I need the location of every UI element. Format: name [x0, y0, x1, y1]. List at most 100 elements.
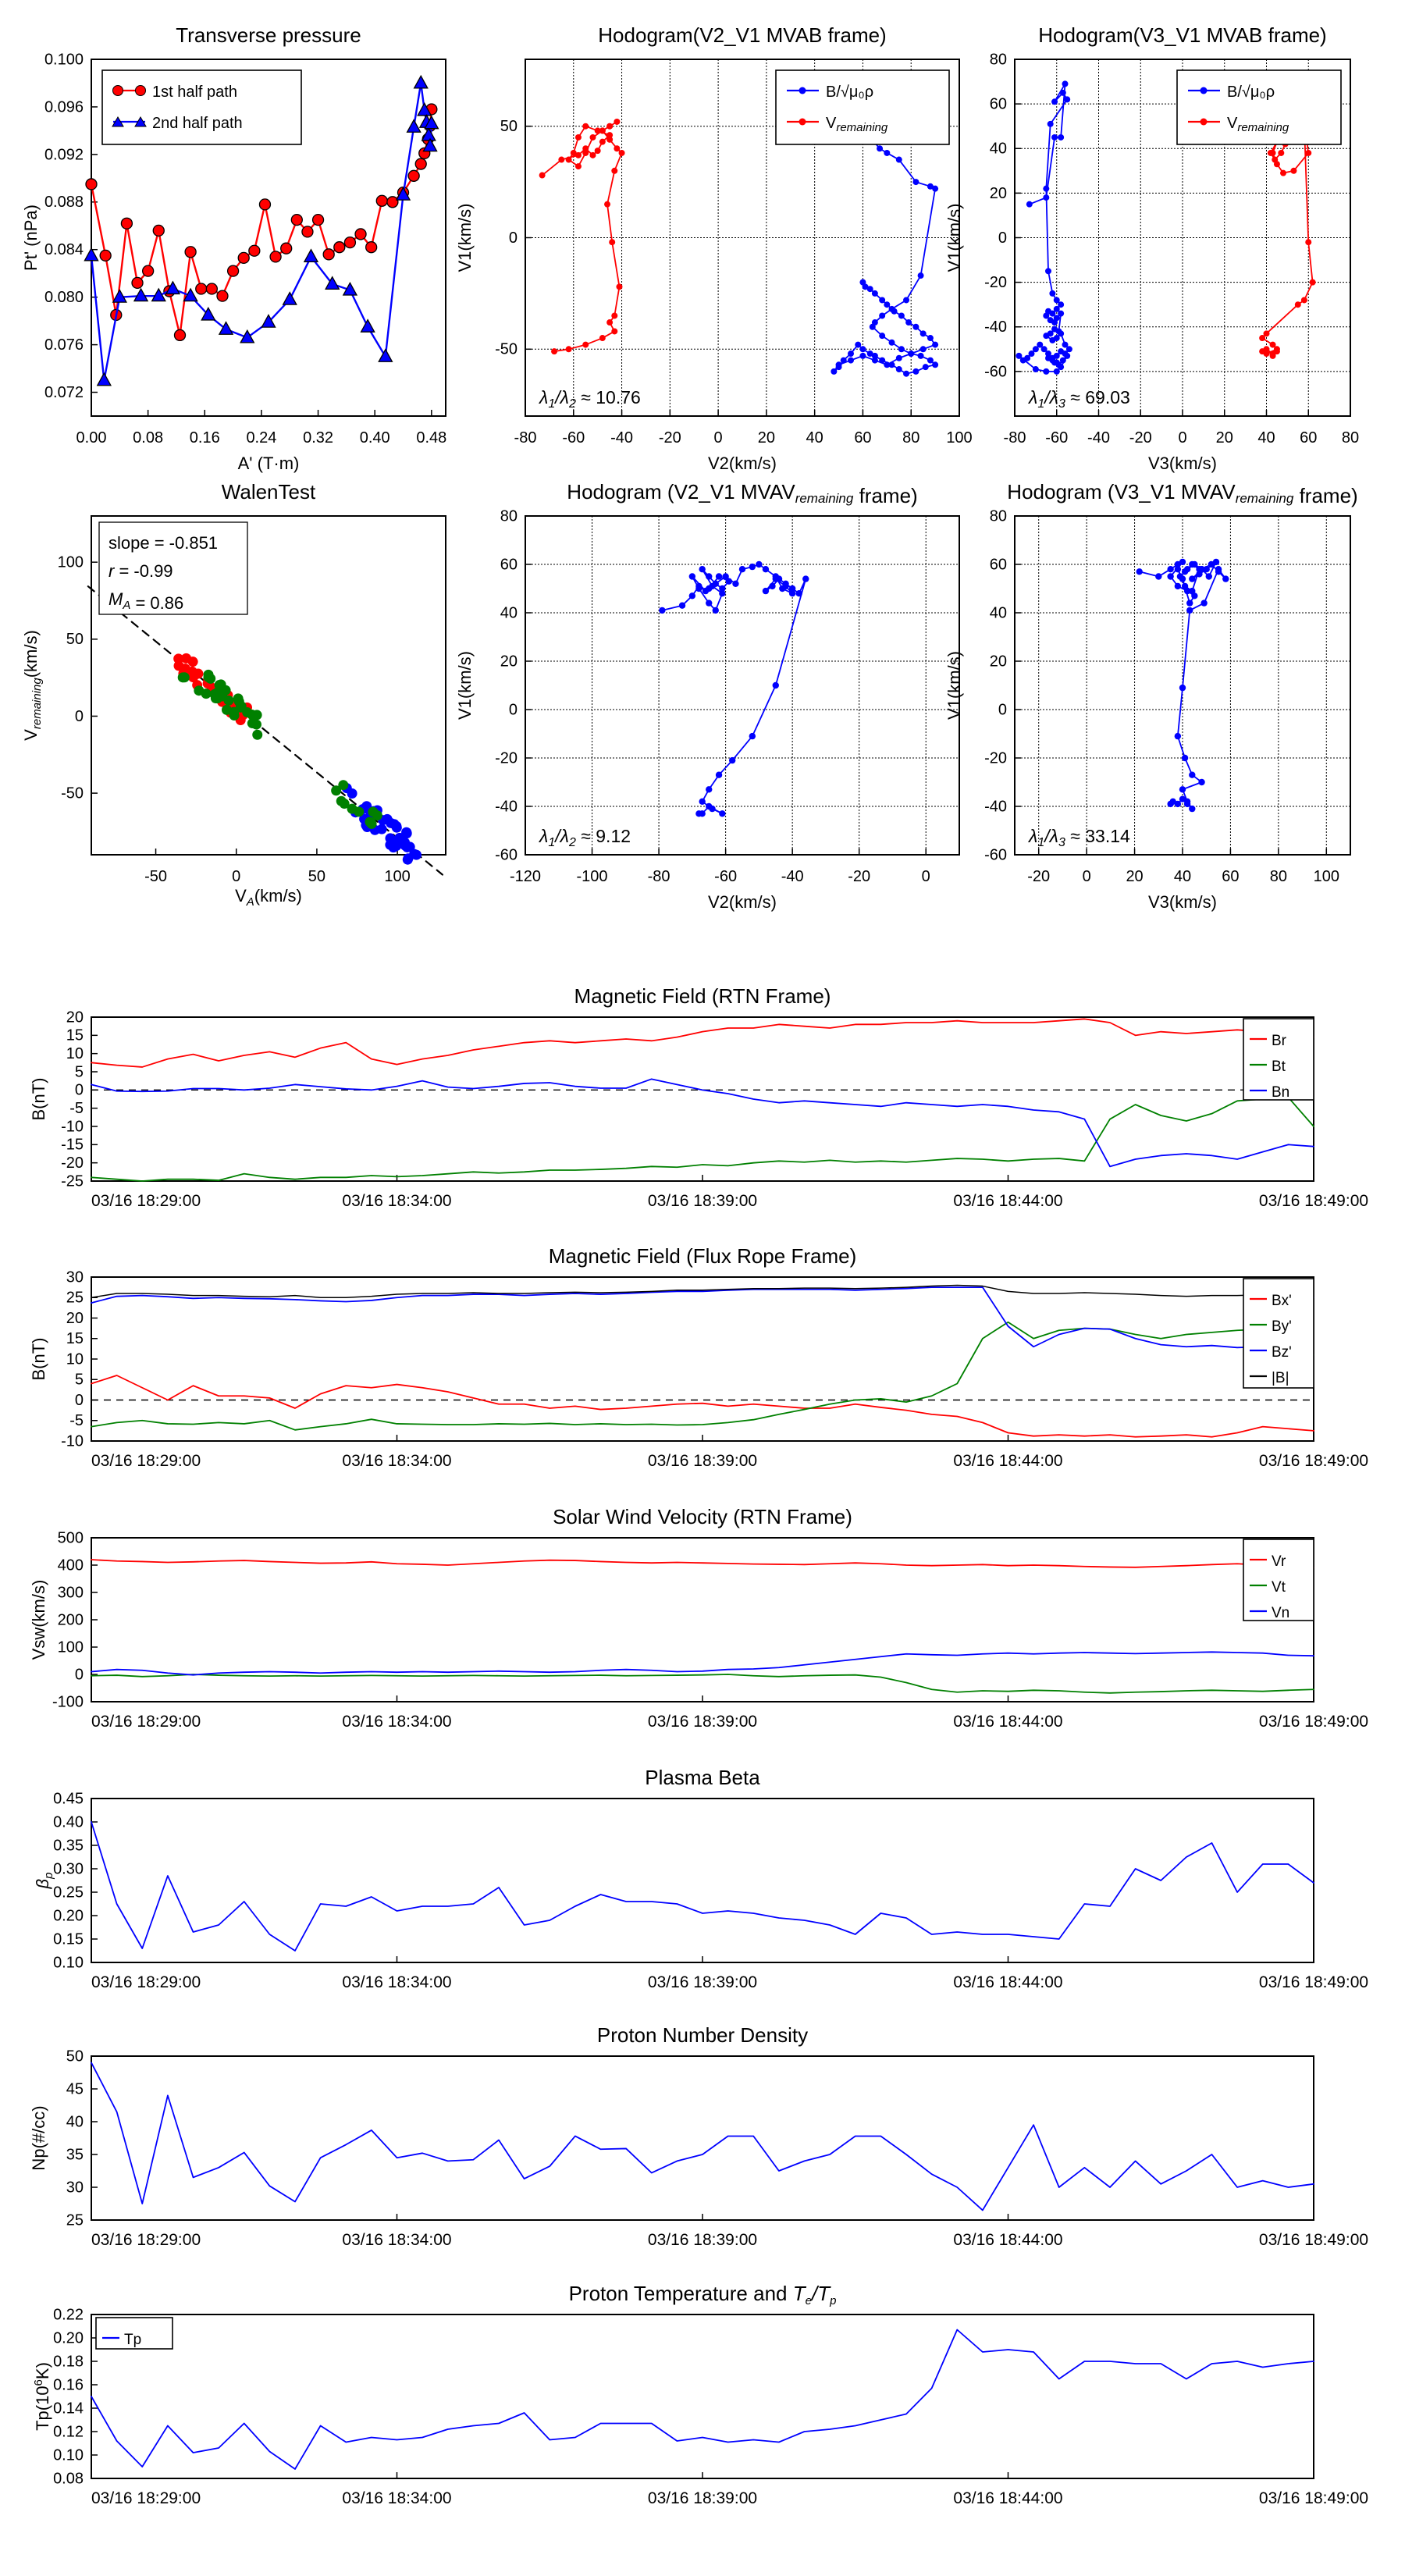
svg-text:200: 200 [58, 1611, 84, 1628]
svg-text:03/16 18:39:00: 03/16 18:39:00 [648, 1452, 757, 1470]
svg-text:Vt: Vt [1272, 1579, 1286, 1596]
svg-text:Vsw(km/s): Vsw(km/s) [29, 1580, 48, 1660]
svg-text:Hodogram(V3_V1 MVAB frame): Hodogram(V3_V1 MVAB frame) [1038, 23, 1326, 47]
svg-text:0.10: 0.10 [53, 2446, 84, 2464]
svg-text:B/√μ₀ρ: B/√μ₀ρ [826, 84, 873, 101]
svg-text:10: 10 [66, 1045, 84, 1062]
svg-text:-50: -50 [61, 785, 84, 802]
svg-text:0.08: 0.08 [53, 2470, 84, 2487]
svg-text:0: 0 [75, 708, 84, 725]
svg-text:100: 100 [58, 554, 84, 571]
svg-text:-10: -10 [61, 1118, 84, 1135]
svg-text:-10: -10 [61, 1432, 84, 1450]
svg-text:100: 100 [946, 429, 972, 447]
svg-text:-40: -40 [495, 798, 518, 815]
svg-text:0: 0 [75, 1082, 84, 1099]
svg-text:0.080: 0.080 [44, 289, 84, 306]
svg-text:20: 20 [990, 653, 1007, 670]
svg-text:40: 40 [806, 429, 823, 447]
svg-text:λ1/λ2 ≈ 9.12: λ1/λ2 ≈ 9.12 [538, 826, 631, 849]
svg-text:0.40: 0.40 [360, 429, 390, 447]
svg-text:03/16 18:44:00: 03/16 18:44:00 [953, 1973, 1062, 1991]
svg-text:0.088: 0.088 [44, 194, 84, 211]
svg-text:1st half path: 1st half path [152, 84, 237, 101]
svg-text:-60: -60 [1045, 429, 1068, 447]
svg-text:Hodogram (V3_V1 MVAVremaining: Hodogram (V3_V1 MVAVremaining frame) [1007, 480, 1357, 507]
svg-text:400: 400 [58, 1557, 84, 1574]
svg-text:-20: -20 [1129, 429, 1152, 447]
svg-text:80: 80 [1270, 868, 1287, 885]
svg-text:0.25: 0.25 [53, 1884, 84, 1901]
svg-text:60: 60 [1222, 868, 1239, 885]
svg-text:40: 40 [500, 604, 518, 621]
svg-text:By': By' [1272, 1318, 1292, 1335]
svg-text:03/16 18:29:00: 03/16 18:29:00 [91, 1973, 201, 1991]
svg-text:2nd half path: 2nd half path [152, 115, 243, 132]
svg-text:0.072: 0.072 [44, 384, 84, 401]
svg-text:50: 50 [500, 118, 518, 135]
svg-text:10: 10 [66, 1350, 84, 1368]
svg-text:V2(km/s): V2(km/s) [708, 454, 777, 473]
svg-text:500: 500 [58, 1529, 84, 1546]
svg-text:0: 0 [1178, 429, 1186, 447]
svg-text:0.08: 0.08 [133, 429, 163, 447]
svg-text:60: 60 [854, 429, 871, 447]
svg-text:-100: -100 [577, 868, 608, 885]
svg-text:300: 300 [58, 1584, 84, 1601]
svg-text:Transverse pressure: Transverse pressure [176, 23, 361, 47]
svg-text:03/16 18:29:00: 03/16 18:29:00 [91, 1452, 201, 1470]
svg-text:0.076: 0.076 [44, 336, 84, 354]
svg-text:100: 100 [58, 1638, 84, 1656]
svg-text:-20: -20 [495, 749, 518, 767]
svg-text:0: 0 [998, 701, 1007, 718]
svg-text:βp: βp [33, 1873, 55, 1890]
svg-text:03/16 18:34:00: 03/16 18:34:00 [342, 1452, 451, 1470]
svg-text:0: 0 [998, 229, 1007, 247]
svg-text:slope = -0.851: slope = -0.851 [108, 533, 218, 553]
svg-text:40: 40 [1257, 429, 1275, 447]
svg-text:Bx': Bx' [1272, 1293, 1292, 1309]
svg-text:0.30: 0.30 [53, 1860, 84, 1877]
svg-text:0.48: 0.48 [416, 429, 446, 447]
svg-text:20: 20 [500, 653, 518, 670]
svg-text:60: 60 [1300, 429, 1317, 447]
svg-text:-50: -50 [495, 341, 518, 358]
svg-text:B/√μ₀ρ: B/√μ₀ρ [1227, 84, 1275, 101]
svg-text:Proton Number Density: Proton Number Density [597, 2023, 808, 2047]
svg-text:0.096: 0.096 [44, 98, 84, 116]
svg-text:V3(km/s): V3(km/s) [1148, 454, 1217, 473]
svg-text:Solar Wind Velocity (RTN Frame: Solar Wind Velocity (RTN Frame) [553, 1505, 852, 1528]
svg-text:-5: -5 [69, 1412, 84, 1429]
svg-text:03/16 18:39:00: 03/16 18:39:00 [648, 1973, 757, 1991]
svg-text:0.16: 0.16 [53, 2376, 84, 2393]
svg-text:V3(km/s): V3(km/s) [1148, 892, 1217, 912]
svg-text:03/16 18:49:00: 03/16 18:49:00 [1259, 1973, 1368, 1991]
svg-text:|B|: |B| [1272, 1370, 1289, 1386]
svg-text:45: 45 [66, 2080, 84, 2097]
svg-text:30: 30 [66, 2179, 84, 2196]
svg-text:-40: -40 [1087, 429, 1110, 447]
svg-text:03/16 18:49:00: 03/16 18:49:00 [1259, 2231, 1368, 2249]
svg-text:0.40: 0.40 [53, 1813, 84, 1831]
svg-text:15: 15 [66, 1330, 84, 1347]
svg-text:0: 0 [509, 701, 518, 718]
svg-text:-80: -80 [1004, 429, 1026, 447]
svg-text:-80: -80 [648, 868, 670, 885]
svg-text:40: 40 [1174, 868, 1191, 885]
svg-text:Tp(106K): Tp(106K) [32, 2362, 52, 2431]
svg-text:50: 50 [308, 868, 325, 885]
svg-text:0: 0 [75, 1392, 84, 1409]
svg-text:Hodogram (V2_V1 MVAVremaining: Hodogram (V2_V1 MVAVremaining frame) [567, 480, 917, 507]
svg-text:0: 0 [232, 868, 240, 885]
svg-text:-40: -40 [781, 868, 804, 885]
svg-text:WalenTest: WalenTest [222, 480, 316, 503]
svg-text:-100: -100 [52, 1693, 84, 1710]
svg-text:03/16 18:39:00: 03/16 18:39:00 [648, 2231, 757, 2249]
svg-text:-20: -20 [1027, 868, 1050, 885]
svg-text:0.32: 0.32 [303, 429, 333, 447]
svg-text:0.14: 0.14 [53, 2400, 84, 2417]
svg-text:V2(km/s): V2(km/s) [708, 892, 777, 912]
svg-text:80: 80 [500, 507, 518, 525]
svg-text:03/16 18:29:00: 03/16 18:29:00 [91, 1192, 201, 1210]
svg-text:100: 100 [1314, 868, 1339, 885]
